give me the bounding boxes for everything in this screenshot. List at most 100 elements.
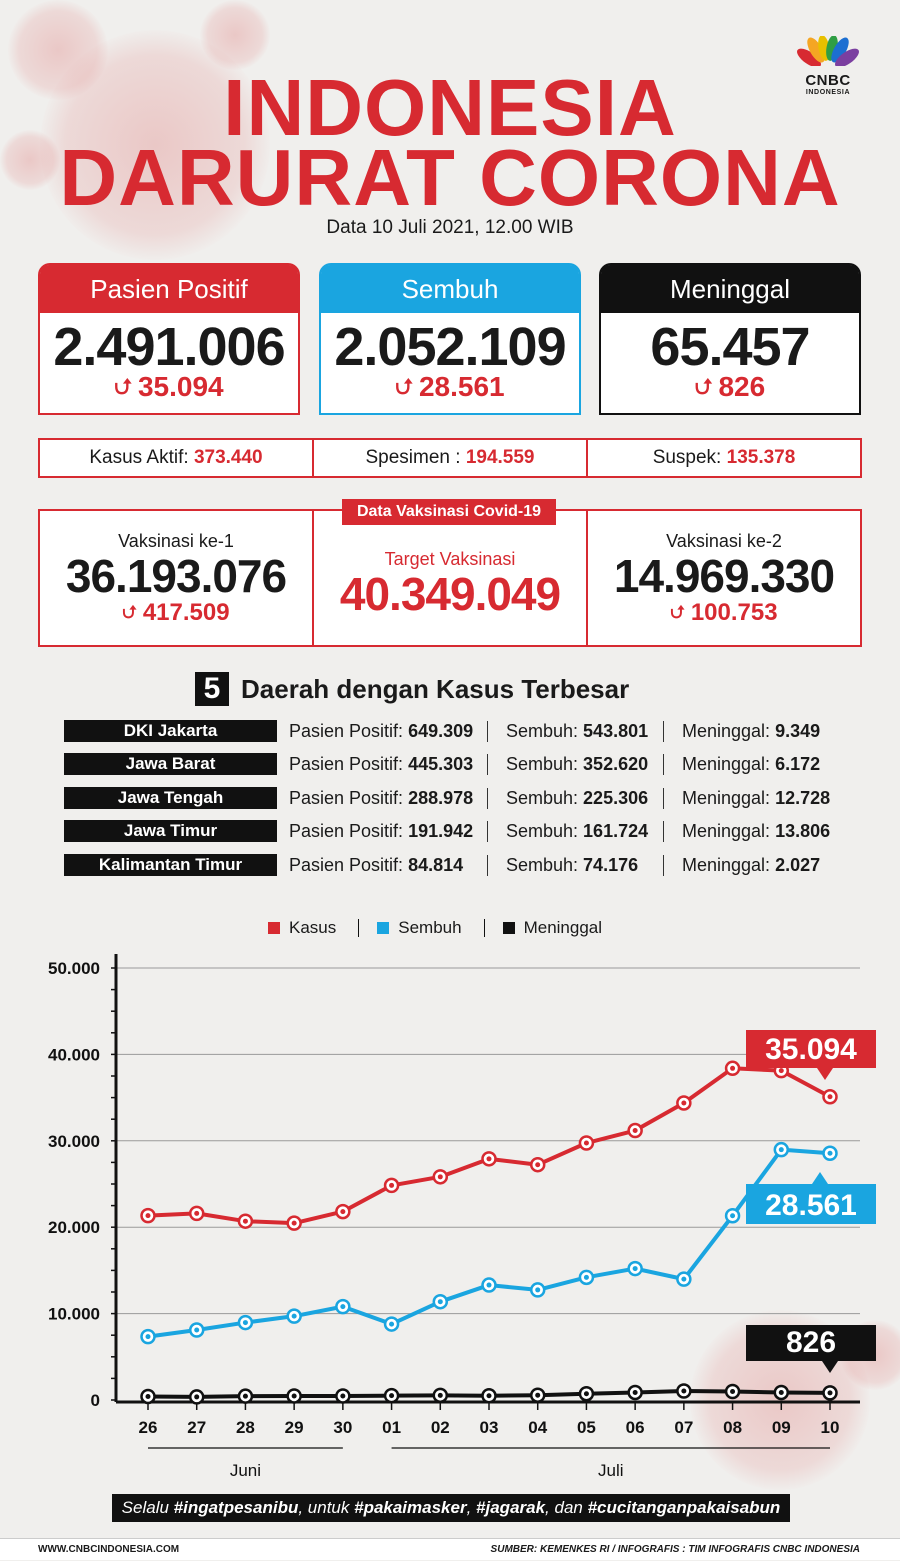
data-point-center	[681, 1100, 687, 1106]
value: 649.309	[408, 720, 474, 741]
card-delta: ⮍ 35.094	[40, 373, 298, 401]
region-row: Kalimantan Timur Pasien Positif: 84.814 …	[64, 854, 844, 876]
label: Pasien Positif:	[289, 720, 409, 741]
label: Pasien Positif:	[289, 820, 409, 841]
region-name: Jawa Timur	[64, 820, 277, 842]
data-point-center	[583, 1274, 589, 1280]
y-tick-label: 40.000	[48, 1045, 100, 1064]
callout-box-meninggal	[746, 1325, 876, 1361]
label: Pasien Positif:	[289, 787, 409, 808]
y-tick-label: 30.000	[48, 1132, 100, 1151]
data-point-center	[632, 1128, 638, 1134]
delta-value: 100.753	[690, 599, 778, 626]
vax-delta: ⮍ 100.753	[588, 600, 860, 625]
callout-label: 28.561	[765, 1189, 857, 1222]
series-line-sembuh	[147, 1147, 831, 1339]
region-name: Jawa Tengah	[64, 787, 277, 809]
data-point-center	[389, 1182, 395, 1188]
data-point-center	[486, 1282, 492, 1288]
x-tick-label: 29	[285, 1418, 304, 1437]
stat-spesimen: Spesimen : 194.559	[314, 440, 588, 476]
data-point-center	[632, 1389, 638, 1395]
region-row: Jawa Tengah Pasien Positif: 288.978 Semb…	[64, 787, 844, 809]
x-tick-label: 05	[577, 1418, 596, 1437]
chart-legend: Kasus Sembuh Meninggal	[268, 918, 624, 938]
label: Sembuh:	[506, 753, 584, 774]
value: 161.724	[583, 820, 649, 841]
value: 288.978	[408, 787, 474, 808]
page-title-line2: DARURAT CORONA	[59, 133, 841, 222]
y-tick-label: 10.000	[48, 1305, 100, 1324]
region-meninggal: Meninggal: 13.806	[664, 821, 830, 842]
data-point-center	[778, 1147, 784, 1153]
data-point-center	[681, 1388, 687, 1394]
region-row: Jawa Barat Pasien Positif: 445.303 Sembu…	[64, 753, 844, 775]
vax-delta: ⮍ 417.509	[40, 600, 312, 625]
card-label: Pasien Positif	[40, 265, 298, 313]
data-point-center	[145, 1393, 151, 1399]
label: Pasien Positif:	[289, 753, 409, 774]
data-point-center	[535, 1162, 541, 1168]
x-tick-label: 09	[772, 1418, 791, 1437]
data-point-center	[486, 1156, 492, 1162]
legend-item-kasus: Kasus	[268, 918, 336, 938]
data-point-center	[291, 1393, 297, 1399]
callout-box-sembuh	[746, 1184, 876, 1224]
region-meninggal: Meninggal: 2.027	[664, 855, 820, 876]
card-positif: Pasien Positif 2.491.006 ⮍ 35.094	[38, 263, 300, 415]
callout-box-kasus	[746, 1030, 876, 1068]
stat-value: 135.378	[726, 447, 796, 468]
data-point-center	[437, 1174, 443, 1180]
region-meninggal: Meninggal: 9.349	[664, 721, 820, 742]
value: 2.027	[775, 854, 821, 875]
legend-divider	[483, 919, 485, 937]
delta-value: 35.094	[137, 371, 224, 402]
data-point-center	[340, 1393, 346, 1399]
slogan-banner: Selalu #ingatpesanibu, untuk #pakaimaske…	[112, 1494, 790, 1522]
data-point-center	[535, 1392, 541, 1398]
value: 13.806	[775, 820, 831, 841]
data-date: Data 10 Juli 2021, 12.00 WIB	[326, 217, 574, 238]
data-point-center	[778, 1389, 784, 1395]
x-tick-label: 08	[723, 1418, 742, 1437]
vax-value: 36.193.076	[65, 550, 287, 602]
series-line-kasus	[147, 1066, 831, 1226]
stat-label: Kasus Aktif:	[89, 447, 189, 468]
vax-label: Vaksinasi ke-1	[118, 531, 234, 551]
regions-title: 5 Daerah dengan Kasus Terbesar	[195, 672, 629, 706]
delta-value: 826	[718, 371, 766, 402]
data-point-center	[486, 1393, 492, 1399]
label: Meninggal:	[682, 720, 776, 741]
data-point-center	[291, 1220, 297, 1226]
data-point-center	[389, 1393, 395, 1399]
vax-label: Target Vaksinasi	[384, 549, 516, 569]
region-sembuh: Sembuh: 352.620	[488, 753, 664, 775]
region-sembuh: Sembuh: 74.176	[488, 854, 664, 876]
legend-label: Sembuh	[398, 918, 462, 937]
legend-item-sembuh: Sembuh	[377, 918, 462, 938]
x-tick-label: 28	[236, 1418, 255, 1437]
label: Meninggal:	[682, 854, 776, 875]
value: 191.942	[408, 820, 474, 841]
card-delta: ⮍ 28.561	[321, 373, 579, 401]
value: 543.801	[583, 720, 649, 741]
data-point-center	[340, 1209, 346, 1215]
data-point-center	[145, 1334, 151, 1340]
region-sembuh: Sembuh: 161.724	[488, 820, 664, 842]
virus-decoration	[8, 0, 108, 100]
region-positif: Pasien Positif: 84.814	[277, 854, 488, 876]
virus-decoration	[0, 130, 60, 190]
legend-label: Meninggal	[523, 918, 603, 937]
value: 12.728	[775, 787, 831, 808]
region-row: Jawa Timur Pasien Positif: 191.942 Sembu…	[64, 820, 844, 842]
x-tick-label: 04	[528, 1418, 547, 1437]
card-label: Meninggal	[601, 265, 859, 313]
x-tick-label: 03	[480, 1418, 499, 1437]
region-positif: Pasien Positif: 191.942	[277, 820, 488, 842]
value: 84.814	[408, 854, 464, 875]
data-point-center	[730, 1389, 736, 1395]
label: Meninggal:	[682, 820, 776, 841]
card-value: 65.457	[650, 317, 810, 377]
page-title-line1: INDONESIA	[223, 63, 677, 152]
x-tick-label: 26	[139, 1418, 158, 1437]
